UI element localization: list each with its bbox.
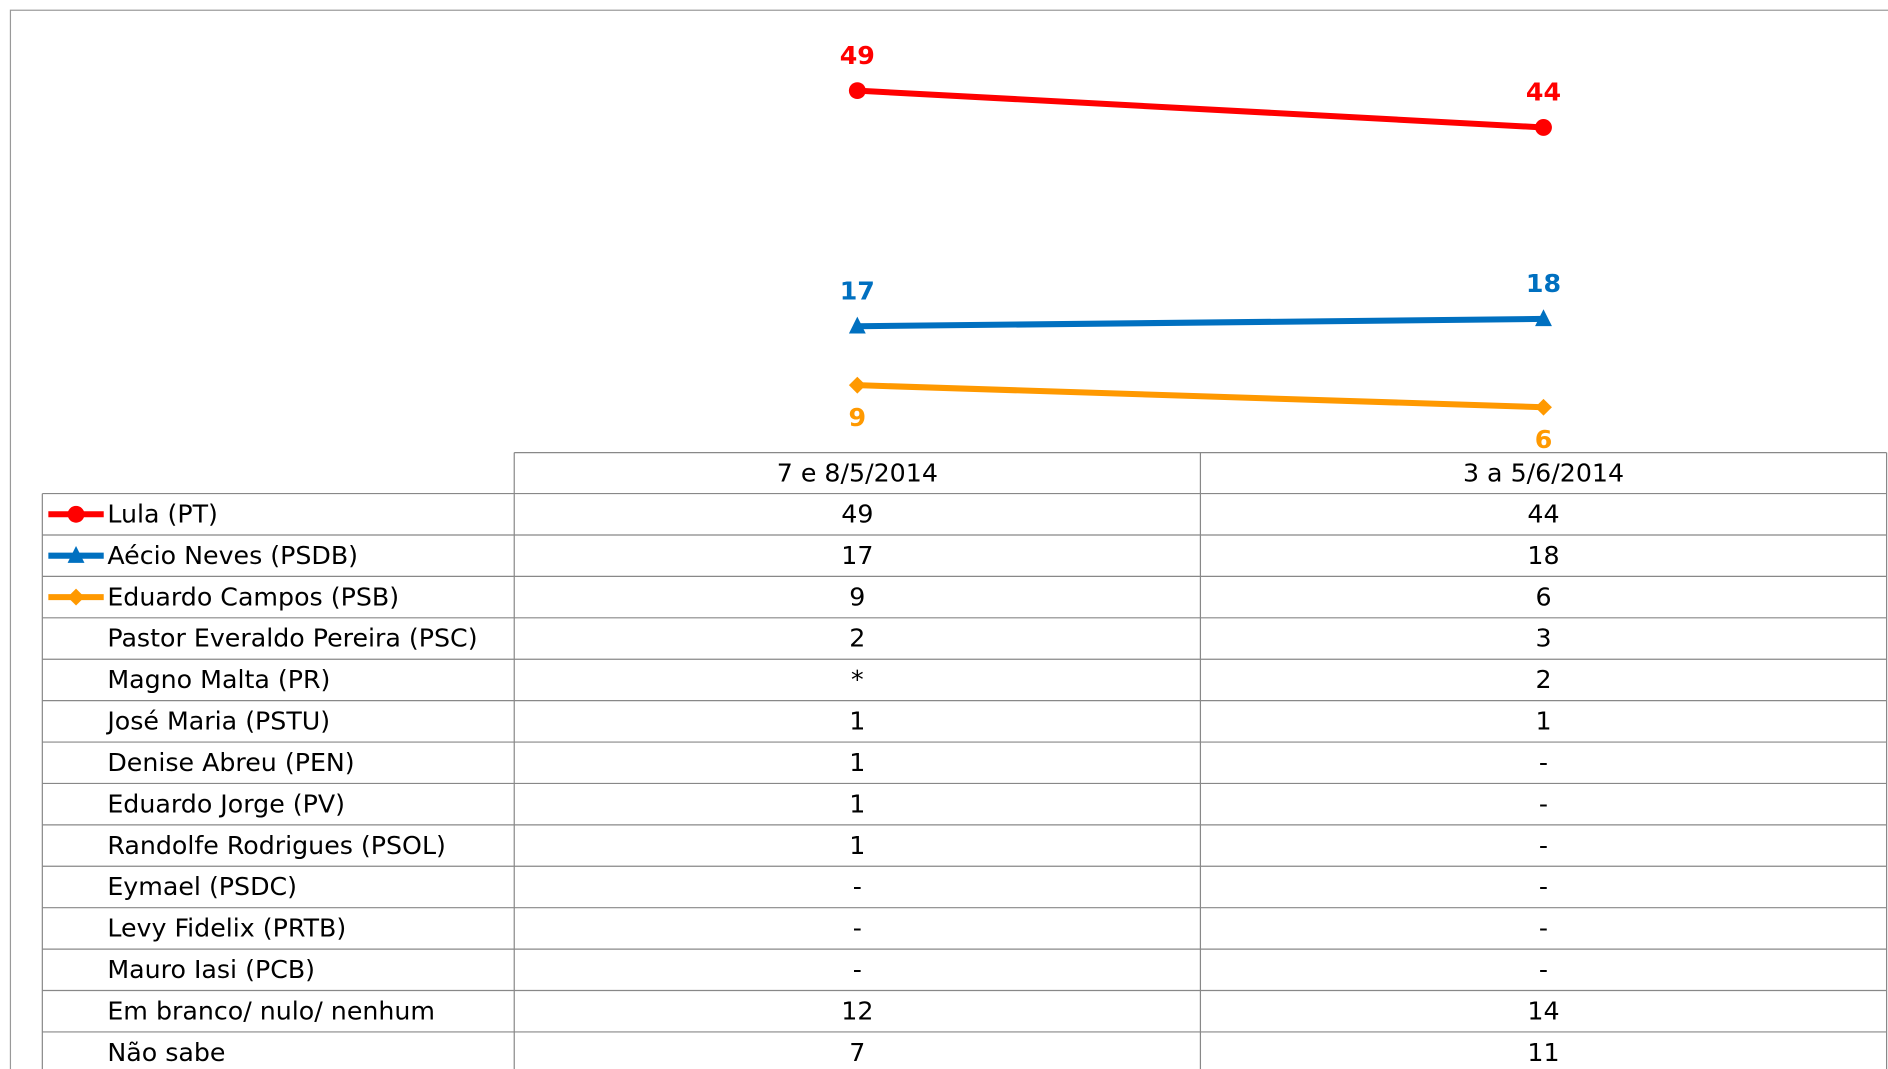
data-label: 44 xyxy=(1526,78,1561,107)
cell-value: 7 xyxy=(849,1038,865,1067)
cell-value: 9 xyxy=(849,582,865,611)
data-label: 18 xyxy=(1526,269,1561,298)
marker xyxy=(1535,119,1552,136)
cell-value: 14 xyxy=(1527,996,1559,1025)
marker xyxy=(848,82,866,100)
row-label: Levy Fidelix (PRTB) xyxy=(107,914,346,943)
cell-value: - xyxy=(1539,789,1548,818)
marker xyxy=(67,546,85,563)
cell-value: 11 xyxy=(1527,1038,1559,1067)
data-label: 49 xyxy=(840,41,875,70)
marker xyxy=(848,316,866,334)
cell-value: - xyxy=(853,914,862,943)
row-label: Eduardo Campos (PSB) xyxy=(107,582,399,611)
data-label: 9 xyxy=(849,403,867,432)
cell-value: 2 xyxy=(1535,665,1551,694)
marker xyxy=(1535,309,1552,327)
cell-value: 12 xyxy=(841,996,873,1025)
marker xyxy=(1535,398,1552,416)
cell-value: 17 xyxy=(841,541,873,570)
row-label: Eduardo Jorge (PV) xyxy=(107,789,345,818)
cell-value: 1 xyxy=(849,707,865,736)
cell-value: - xyxy=(1539,748,1548,777)
series-line xyxy=(857,315,1544,330)
cell-value: 44 xyxy=(1527,499,1559,528)
marker xyxy=(848,376,866,394)
row-label: Não sabe xyxy=(107,1038,225,1067)
series-line xyxy=(857,382,1544,411)
cell-value: 1 xyxy=(1535,707,1551,736)
row-label: José Maria (PSTU) xyxy=(105,707,330,736)
marker xyxy=(67,588,85,606)
marker xyxy=(67,505,85,523)
cell-value: - xyxy=(853,872,862,901)
row-label: Em branco/ nulo/ nenhum xyxy=(107,996,435,1025)
cell-value: - xyxy=(853,955,862,984)
cell-value: - xyxy=(1539,914,1548,943)
data-label: 6 xyxy=(1535,425,1553,454)
series-line xyxy=(857,87,1544,131)
column-header: 3 a 5/6/2014 xyxy=(1463,458,1624,487)
row-label: Randolfe Rodrigues (PSOL) xyxy=(107,831,446,860)
row-label: Lula (PT) xyxy=(107,499,218,528)
row-label: Mauro Iasi (PCB) xyxy=(107,955,315,984)
row-label: Eymael (PSDC) xyxy=(107,872,297,901)
cell-value: - xyxy=(1539,955,1548,984)
cell-value: 1 xyxy=(849,831,865,860)
chart-border xyxy=(9,9,1888,1069)
row-label: Aécio Neves (PSDB) xyxy=(107,541,358,570)
cell-value: * xyxy=(851,665,864,694)
row-label: Pastor Everaldo Pereira (PSC) xyxy=(107,624,477,653)
column-header: 7 e 8/5/2014 xyxy=(777,458,938,487)
data-label: 17 xyxy=(840,277,875,306)
cell-value: 1 xyxy=(849,748,865,777)
cell-value: 6 xyxy=(1535,582,1551,611)
row-label: Magno Malta (PR) xyxy=(107,665,330,694)
cell-value: 1 xyxy=(849,789,865,818)
cell-value: 3 xyxy=(1535,624,1551,653)
cell-value: - xyxy=(1539,831,1548,860)
cell-value: - xyxy=(1539,872,1548,901)
cell-value: 49 xyxy=(841,499,873,528)
cell-value: 18 xyxy=(1527,541,1559,570)
row-label: Denise Abreu (PEN) xyxy=(107,748,354,777)
cell-value: 2 xyxy=(849,624,865,653)
